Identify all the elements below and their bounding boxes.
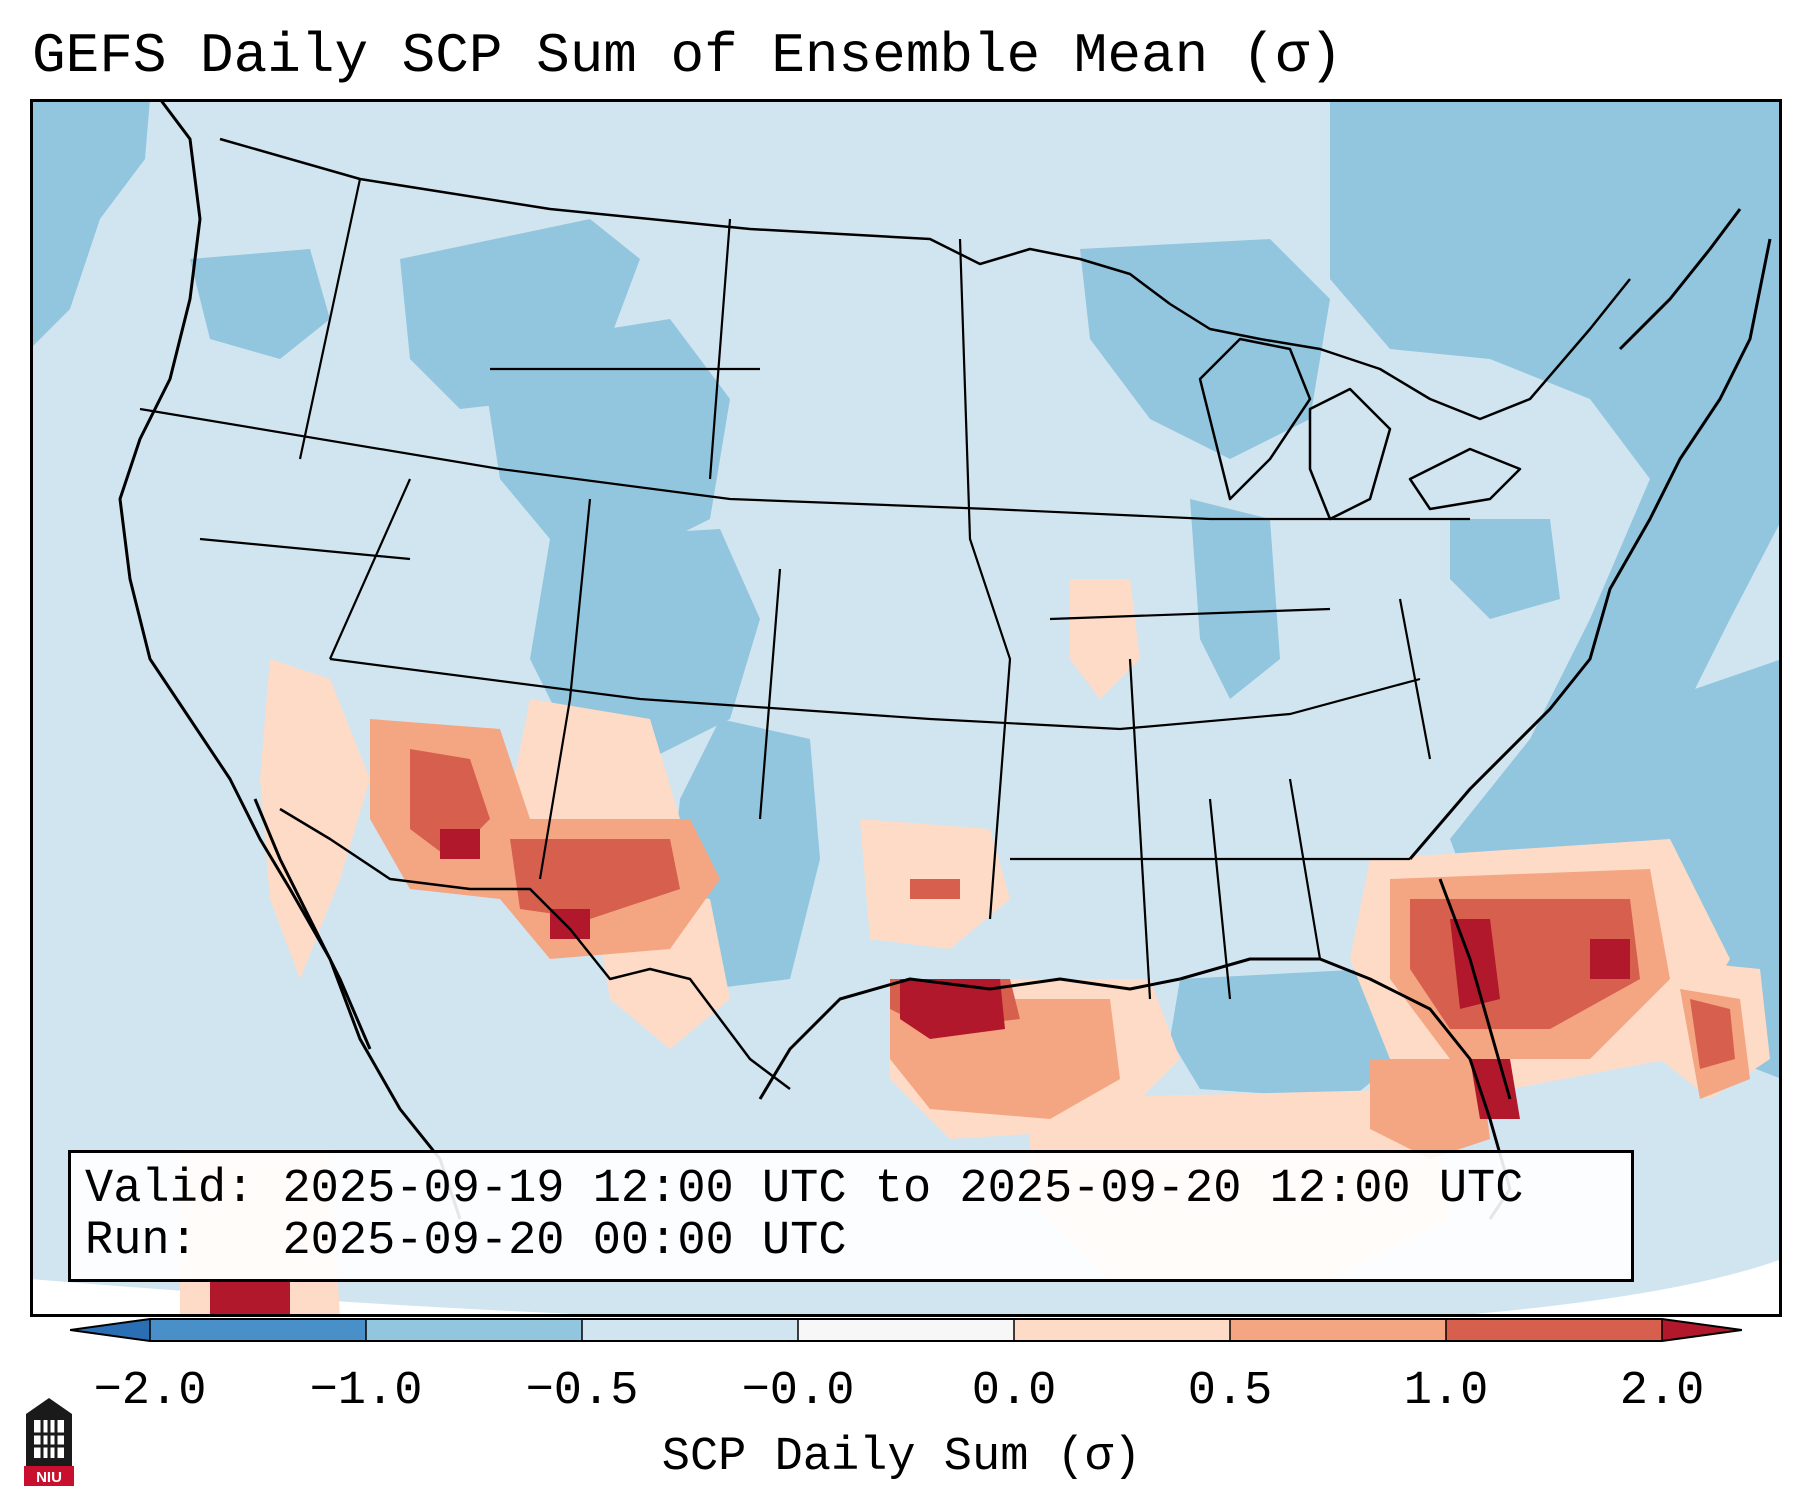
colorbar-bin [1014, 1319, 1230, 1341]
logo-text: NIU [36, 1469, 62, 1486]
run-label: Run: [85, 1215, 198, 1268]
colorbar-tick: 1.0 [1403, 1365, 1489, 1418]
state-lines [139, 178, 1470, 1000]
positive-anomaly-extreme [210, 829, 1630, 1317]
colorbar-tick: 0.0 [971, 1365, 1057, 1418]
valid-line: Valid: 2025-09-19 12:00 UTC to 2025-09-2… [85, 1163, 1523, 1217]
borders [219, 137, 1631, 1090]
colorbar-bin [798, 1319, 1014, 1341]
colorbar-tick: −1.0 [309, 1365, 423, 1418]
colorbar-label: SCP Daily Sum (σ) [661, 1431, 1142, 1484]
colorbar [70, 1318, 1742, 1342]
colorbar-bin [1230, 1319, 1446, 1341]
niu-logo: NIU [24, 1398, 74, 1486]
colorbar-tick: −2.0 [93, 1365, 207, 1418]
valid-label: Valid: [85, 1163, 255, 1216]
colorbar-tick: −0.5 [525, 1365, 639, 1418]
colorbar-bin [582, 1319, 798, 1341]
run-line: Run: 2025-09-20 00:00 UTC [85, 1215, 847, 1269]
colorbar-tick: 0.5 [1187, 1365, 1273, 1418]
coastlines [118, 99, 1772, 1220]
run-value: 2025-09-20 00:00 UTC [282, 1215, 847, 1268]
colorbar-tick: 2.0 [1619, 1365, 1705, 1418]
colorbar-bin [150, 1319, 366, 1341]
scp-map [30, 99, 1782, 1317]
map-title: GEFS Daily SCP Sum of Ensemble Mean (σ) [32, 24, 1343, 88]
colorbar-bin [366, 1319, 582, 1341]
colorbar-tick: −0.0 [741, 1365, 855, 1418]
colorbar-bin [1446, 1319, 1662, 1341]
valid-run-box: Valid: 2025-09-19 12:00 UTC to 2025-09-2… [68, 1150, 1634, 1282]
valid-value: 2025-09-19 12:00 UTC to 2025-09-20 12:00… [282, 1163, 1524, 1216]
colorbar-extend-high [1662, 1319, 1742, 1341]
colorbar-extend-low [70, 1319, 150, 1341]
